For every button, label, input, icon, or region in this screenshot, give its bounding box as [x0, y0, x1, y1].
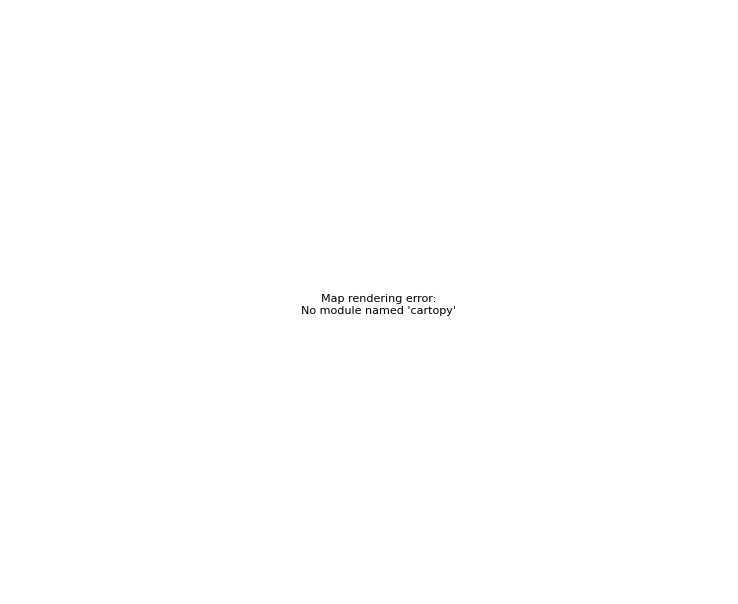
Text: Map rendering error:
No module named 'cartopy': Map rendering error: No module named 'ca… — [300, 294, 456, 316]
